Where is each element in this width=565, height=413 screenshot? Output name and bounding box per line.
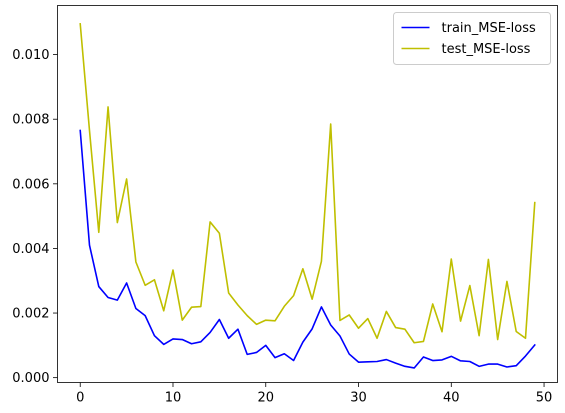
- y-tick-label: 0.000: [12, 371, 49, 386]
- legend-box: [393, 12, 551, 65]
- x-tick-label: 40: [443, 391, 460, 406]
- x-tick-label: 50: [536, 391, 553, 406]
- x-tick-label: 30: [350, 391, 367, 406]
- series-line-1: [79, 23, 536, 344]
- series-line-0: [79, 129, 536, 369]
- legend: train_MSE-loss test_MSE-loss: [393, 12, 551, 65]
- y-axis: 0.000 0.002 0.004 0.006 0.008 0.010: [12, 48, 58, 386]
- y-tick-label: 0.002: [12, 307, 49, 322]
- legend-label-1: test_MSE-loss: [442, 42, 531, 57]
- legend-label-0: train_MSE-loss: [442, 21, 536, 36]
- x-tick-label: 0: [76, 391, 84, 406]
- plot-frame: [57, 5, 558, 383]
- y-tick-label: 0.010: [12, 48, 49, 63]
- x-axis: 0 10 20 30 40 50: [76, 382, 553, 406]
- y-tick-label: 0.004: [12, 242, 49, 257]
- plot-area: [79, 23, 536, 369]
- y-tick-label: 0.006: [12, 177, 49, 192]
- y-tick-label: 0.008: [12, 113, 49, 128]
- x-tick-label: 20: [257, 391, 274, 406]
- x-tick-label: 10: [165, 391, 182, 406]
